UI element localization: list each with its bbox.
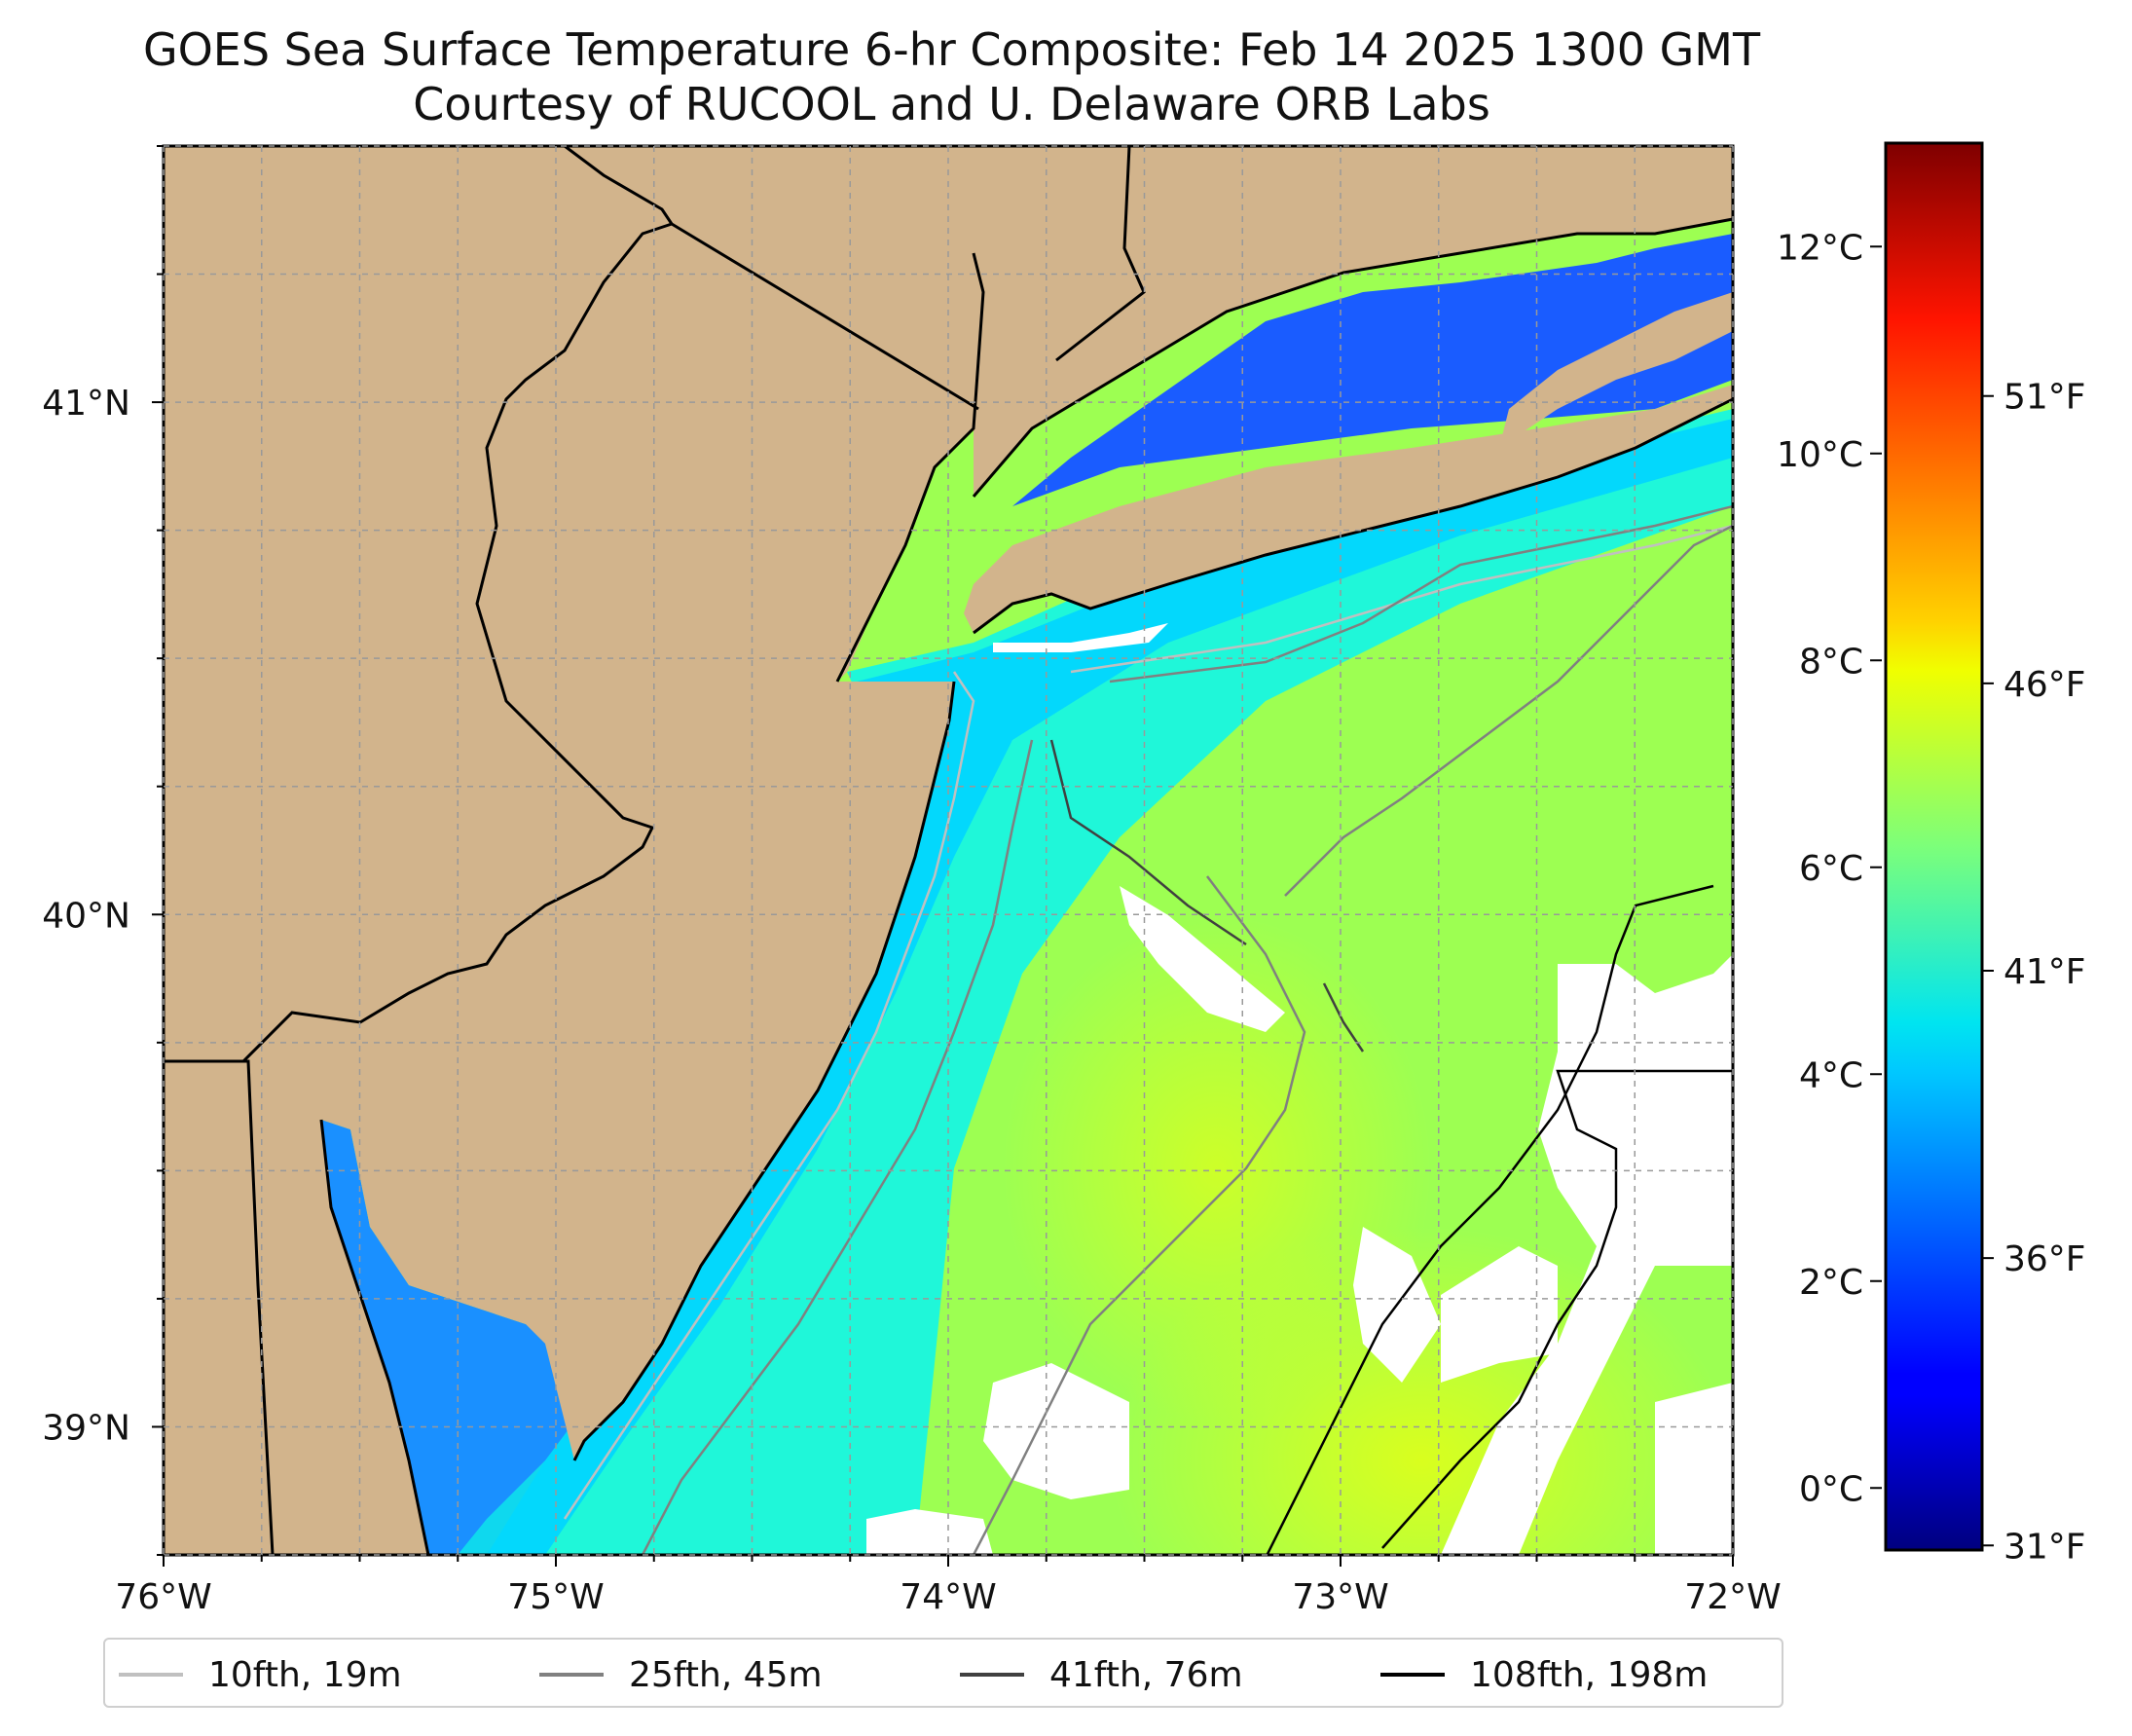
fahrenheit-tick-label: 51°F [2003, 378, 2086, 418]
fahrenheit-tick-label: 36°F [2003, 1239, 2086, 1279]
coastlines [319, 217, 1733, 1555]
legend-item: 10fth, 19m [119, 1653, 402, 1696]
legend-label: 10fth, 19m [208, 1654, 402, 1695]
colorbar [1884, 141, 1984, 1552]
gridlines [163, 145, 1734, 1556]
longitude-axis: 76°W 75°W 74°W 73°W 72°W [115, 1555, 1782, 1617]
chart-title: GOES Sea Surface Temperature 6-hr Compos… [142, 23, 1761, 76]
lon-tick-label: 74°W [900, 1577, 996, 1617]
fahrenheit-tick-label: 46°F [2003, 665, 2086, 705]
chart-subtitle: Courtesy of RUCOOL and U. Delaware ORB L… [413, 78, 1490, 130]
celsius-tick-label: 12°C [1777, 228, 1863, 268]
sst-warm-area-2 [1003, 915, 1431, 1422]
missing-data [866, 623, 1733, 1555]
legend-item: 25fth, 45m [539, 1653, 823, 1696]
colorbar-celsius-labels: 12°C 10°C 8°C 6°C 4°C 2°C 0°C [1777, 228, 1882, 1509]
celsius-tick-label: 2°C [1799, 1263, 1863, 1303]
legend-item: 108fth, 198m [1380, 1653, 1708, 1696]
legend-line-41fth [960, 1673, 1024, 1677]
legend-label: 41fth, 76m [1049, 1654, 1243, 1695]
lon-tick-label: 76°W [115, 1577, 211, 1617]
legend-line-108fth [1380, 1673, 1445, 1677]
lon-tick-label: 72°W [1684, 1577, 1781, 1617]
map-panel [164, 146, 1733, 1555]
lon-tick-label: 75°W [507, 1577, 604, 1617]
fahrenheit-tick-label: 41°F [2003, 952, 2086, 992]
state-borders [164, 146, 1146, 1555]
sst-long-island-sound [1012, 234, 1733, 506]
lon-tick-label: 73°W [1292, 1577, 1388, 1617]
legend: 10fth, 19m 25fth, 45m 41fth, 76m 108fth,… [103, 1638, 1783, 1708]
land-north-fork [1499, 292, 1733, 448]
colorbar-fahrenheit-labels: 51°F 46°F 41°F 36°F 31°F [1982, 378, 2086, 1567]
latitude-axis: 41°N 40°N 39°N [42, 145, 164, 1556]
celsius-tick-label: 4°C [1799, 1055, 1863, 1095]
celsius-tick-label: 0°C [1799, 1469, 1863, 1509]
celsius-tick-label: 6°C [1799, 849, 1863, 889]
legend-line-25fth [539, 1673, 604, 1677]
legend-label: 25fth, 45m [629, 1654, 823, 1695]
sst-delaware-bay [321, 1120, 604, 1555]
land-connecticut [974, 146, 1733, 497]
land-long-island [964, 385, 1733, 633]
land-new-jersey [164, 146, 1149, 1555]
lat-tick-label: 40°N [42, 896, 130, 936]
legend-label: 108fth, 198m [1470, 1654, 1709, 1695]
celsius-tick-label: 8°C [1799, 642, 1863, 682]
celsius-tick-label: 10°C [1777, 435, 1863, 475]
lat-tick-label: 41°N [42, 384, 130, 424]
fahrenheit-tick-label: 31°F [2003, 1527, 2086, 1567]
lat-tick-label: 39°N [42, 1408, 130, 1448]
sst-cold-coastal-band [487, 409, 1733, 1555]
legend-item: 41fth, 76m [960, 1653, 1243, 1696]
legend-line-10fth [119, 1673, 183, 1677]
bathymetry-contours [563, 504, 1733, 1555]
